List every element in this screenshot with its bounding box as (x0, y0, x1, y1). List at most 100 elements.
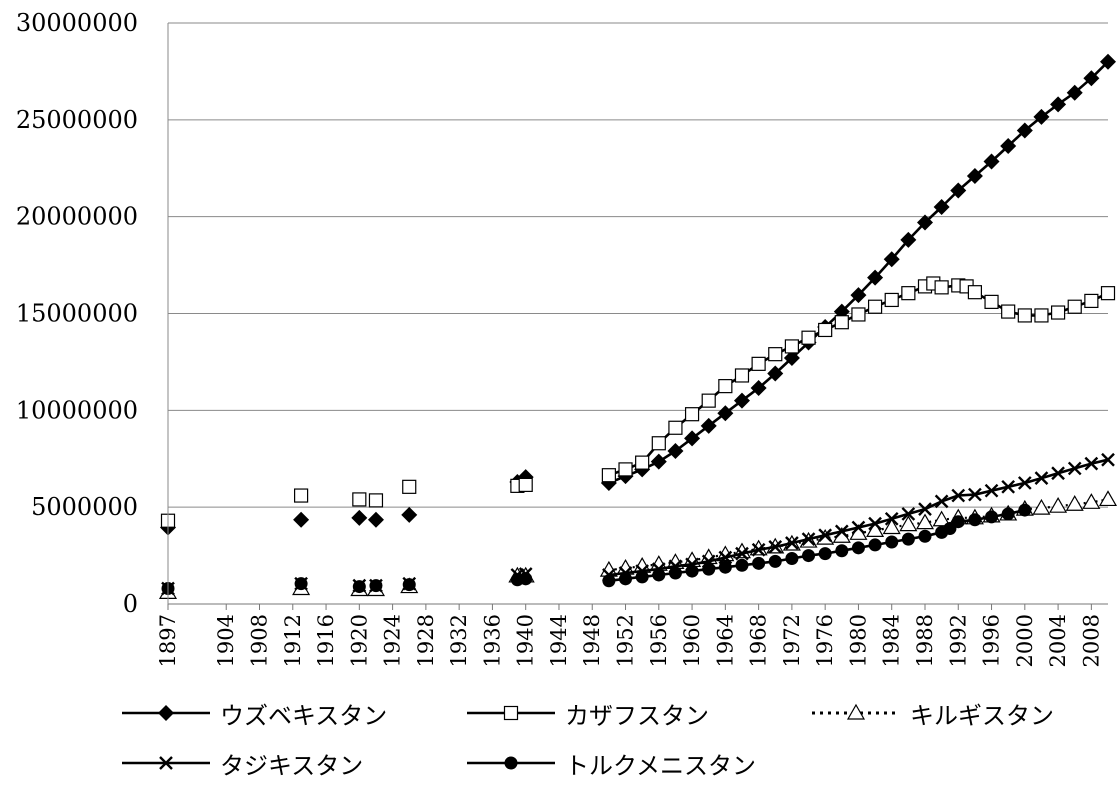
x-tick-label: 2004 (1046, 614, 1070, 667)
data-point (1001, 479, 1016, 494)
x-tick-label: 1944 (547, 614, 571, 667)
data-point (916, 214, 933, 231)
data-point (685, 564, 699, 578)
data-point (717, 405, 734, 422)
data-point (718, 379, 733, 394)
data-point (818, 547, 832, 561)
x-tick-label: 1968 (747, 614, 771, 667)
data-point (651, 436, 666, 451)
data-point (1082, 493, 1101, 509)
data-point (1051, 466, 1065, 481)
data-point (901, 286, 916, 301)
data-point (751, 356, 766, 371)
data-point (918, 502, 932, 516)
x-tick-label: 1980 (846, 614, 870, 667)
data-point (752, 556, 766, 570)
data-point (899, 515, 918, 532)
data-point (834, 315, 849, 330)
data-point (851, 520, 866, 535)
x-tick-label: 1940 (514, 614, 538, 667)
data-point (293, 511, 310, 528)
x-tick-label: 1964 (713, 614, 737, 667)
data-point (1101, 452, 1115, 467)
data-point (702, 562, 716, 576)
data-point (901, 532, 915, 546)
data-point (783, 350, 800, 367)
data-point (901, 507, 916, 521)
y-tick-label: 0 (123, 590, 138, 618)
x-tick-label: 1904 (214, 614, 238, 667)
legend-label: ウズベキスタン (220, 701, 388, 730)
data-point (1034, 471, 1049, 485)
data-point (1032, 498, 1051, 515)
data-point (867, 269, 884, 286)
data-point (951, 488, 966, 503)
data-point (401, 506, 418, 523)
data-point (667, 443, 684, 460)
legend-row-1: ウズベキスタン カザフスタン キルギスタン (118, 688, 1098, 738)
legend-label: トルクメニスタン (565, 751, 757, 780)
legend-symbol (812, 703, 900, 720)
data-point (668, 420, 683, 435)
data-point (967, 285, 983, 300)
x-axis-tick-labels: 1897 1904 1908 1912 1916 1920 1924 1928 1932 1936… (156, 604, 1103, 667)
series-line (608, 458, 1109, 577)
data-point (966, 167, 983, 184)
x-tick-label: 1924 (381, 614, 405, 667)
x-tick-label: 1988 (913, 614, 937, 667)
y-tick-label: 25000000 (16, 106, 138, 134)
data-point (785, 551, 799, 565)
data-point (701, 393, 716, 408)
legend-row-2: タジキスタン トルクメニスタン (118, 738, 1098, 788)
y-tick-label: 15000000 (16, 300, 138, 328)
x-tick-label: 2000 (1013, 614, 1037, 667)
data-point (983, 153, 1000, 170)
gridlines (168, 22, 1108, 605)
data-point (294, 577, 308, 591)
data-point (718, 550, 733, 565)
x-tick-label: 1984 (880, 614, 904, 667)
series-layer (158, 53, 1118, 599)
data-point (968, 513, 982, 527)
data-point (751, 542, 766, 557)
legend: ウズベキスタン カザフスタン キルギスタン タジキスタン トルクメニスタン (118, 688, 1098, 788)
x-tick-label: 1928 (414, 614, 438, 667)
data-point (767, 365, 784, 382)
series-0 (160, 53, 1116, 536)
legend-item-tajikistan: タジキスタン (118, 746, 463, 781)
legend-symbol (467, 705, 555, 721)
data-point (882, 518, 901, 535)
data-point (851, 541, 865, 555)
data-point (635, 570, 649, 584)
data-point (635, 455, 650, 470)
data-point (918, 529, 932, 543)
x-tick-label: 1996 (980, 614, 1004, 667)
data-point (1001, 304, 1016, 319)
x-tick-label: 1912 (281, 614, 305, 667)
legend-symbol (122, 756, 210, 770)
data-point (850, 287, 867, 304)
data-point (402, 578, 416, 592)
data-point (866, 521, 885, 538)
x-tick-label: 1976 (813, 614, 837, 667)
data-point (1017, 308, 1032, 323)
data-point (1100, 53, 1116, 70)
data-point (884, 511, 899, 526)
data-point (352, 492, 367, 507)
data-point (369, 579, 383, 593)
data-point (351, 509, 368, 526)
data-point (984, 294, 999, 309)
data-point (784, 339, 799, 354)
data-point (951, 515, 965, 529)
data-point (1050, 96, 1067, 113)
data-point (868, 516, 882, 531)
data-point (700, 417, 717, 434)
data-point (984, 483, 999, 498)
data-point (1084, 456, 1099, 471)
data-point (985, 510, 999, 524)
data-point (883, 251, 900, 268)
legend-item-kyrgyzstan: キルギスタン (808, 696, 1054, 731)
data-point (1098, 490, 1118, 507)
data-point (1000, 137, 1017, 154)
data-point (367, 511, 384, 528)
